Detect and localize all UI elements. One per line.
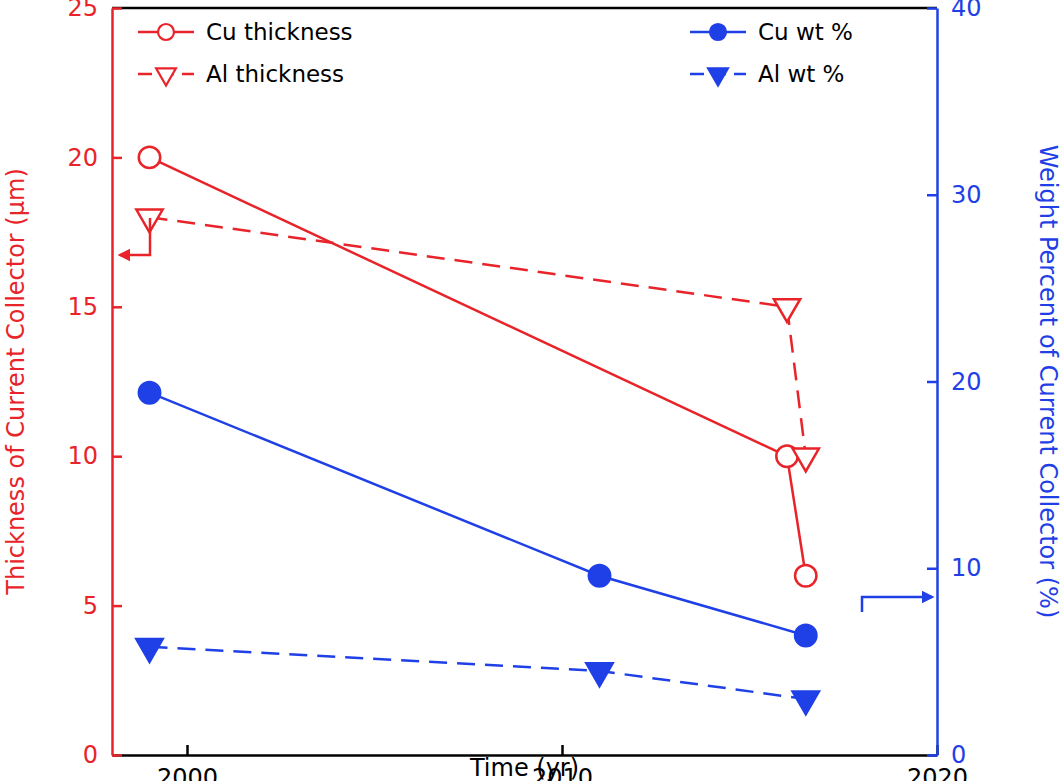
y-axis-right: 0 10 20 30 40 [927,0,982,769]
tick-mark [186,745,189,755]
legend-label: Cu thickness [206,19,353,45]
marker [139,382,160,403]
x-axis-title: Time (yr) [469,754,579,781]
x-axis: 200020102020 [113,745,969,781]
tick: 20 [927,368,982,396]
tick: 0 [927,741,966,769]
tick: 25 [67,0,122,22]
tick-label: 0 [83,741,98,769]
tick: 10 [927,554,982,582]
tick-label: 20 [951,368,982,396]
tick: 20 [67,144,122,172]
legend-label: Cu wt % [758,19,853,45]
tick-mark [927,381,937,384]
legend-item: Al wt % [690,61,844,87]
tick: 2000 [157,745,218,781]
marker [793,691,819,714]
tick-label: 20 [67,144,98,172]
tick-mark [112,605,122,608]
tick: 15 [67,293,122,321]
frame-top [112,7,937,10]
tick-mark [112,306,122,309]
marker [589,565,610,586]
y2-axis-title: Weight Percent of Current Collector (%) [1034,145,1062,619]
y-axis-left: 0 5 10 15 20 25 [67,0,122,769]
marker [586,663,612,686]
legend-label: Al wt % [758,61,844,87]
tick-label: 2000 [157,764,218,781]
tick-mark [927,7,937,10]
tick-label: 30 [951,181,982,209]
legend-marker [708,68,728,85]
tick-mark [112,157,122,160]
axis-line [111,9,114,756]
tick: 10 [67,442,122,470]
tick-mark [112,754,122,757]
series-line [150,157,806,575]
marker [774,299,800,322]
series-line [150,217,806,456]
tick-mark [927,568,937,571]
tick-label: 10 [67,442,98,470]
tick-mark [927,194,937,197]
legend-item: Cu thickness [138,19,353,45]
marker [793,449,819,472]
tick: 30 [927,181,982,209]
tick-label: 25 [67,0,98,22]
legend-label: Al thickness [206,61,344,87]
marker [795,625,816,646]
tick-label: 40 [951,0,982,22]
legend-item: Al thickness [138,61,344,87]
plot-area [136,147,819,714]
tick: 0 [83,741,122,769]
series-line [150,393,806,636]
marker [139,147,160,168]
marker [136,639,162,662]
y-axis-title: Thickness of Current Collector (µm) [2,168,30,595]
tick-label: 0 [951,741,966,769]
legend-marker [156,68,176,85]
tick: 5 [83,592,122,620]
tick-mark [112,7,122,10]
tick-label: 5 [83,592,98,620]
legend: Cu thickness Al thickness Cu wt % Al wt % [138,19,853,87]
marker [795,565,816,586]
tick-label: 10 [951,554,982,582]
tick-mark [112,455,122,458]
legend-marker [158,24,174,40]
axis-arrow [862,597,932,612]
tick: 40 [927,0,982,22]
legend-marker [710,24,726,40]
axis-arrow [120,218,150,255]
tick-label: 15 [67,293,98,321]
chart: 2000201020200510152025010203040Time (yr)… [0,0,1064,781]
tick-mark [927,754,937,757]
series-line [150,647,806,699]
legend-item: Cu wt % [690,19,853,45]
